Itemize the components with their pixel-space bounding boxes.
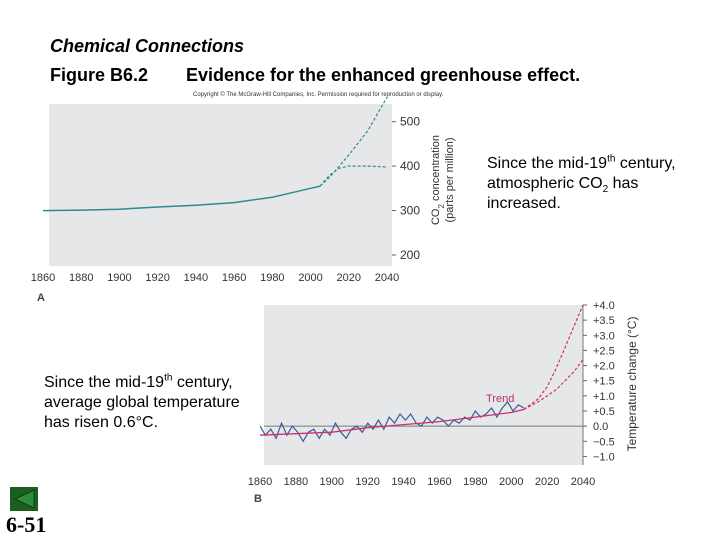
co2-panel-label: A — [37, 292, 45, 304]
temp-x-tick-label: 1880 — [284, 476, 308, 488]
temp-y-axis-label: Temperature change (°C) — [625, 317, 639, 452]
temp-x-tick-label: 2000 — [499, 476, 523, 488]
temp-trend-annotation: Trend — [486, 393, 514, 405]
co2-series-line-0 — [42, 185, 321, 212]
temp-y-tick-label: +3.0 — [593, 330, 615, 342]
co2-x-tick-label: 2040 — [375, 272, 399, 284]
temp-y-tick-label: 0.0 — [593, 421, 608, 433]
temperature-note: Since the mid-19th century, average glob… — [44, 373, 244, 433]
temp-y-tick-label: +1.0 — [593, 391, 615, 403]
co2-series-line-2 — [319, 165, 388, 187]
co2-y-axis-label: CO2 concentration — [430, 135, 446, 225]
co2-y-tick-label: 500 — [400, 115, 420, 129]
co2-plot-area — [49, 104, 392, 266]
temp-note-post: century, average global temperature has … — [44, 374, 240, 431]
co2-note-mid: century, atmospheric CO — [487, 155, 676, 192]
temp-note-sup: th — [164, 372, 173, 384]
co2-y-tick-label: 400 — [400, 159, 420, 173]
temp-x-tick-label: 2040 — [571, 476, 595, 488]
temp-plot-area — [264, 305, 583, 465]
co2-y-tick-label: 300 — [400, 204, 420, 218]
co2-x-tick-label: 1900 — [107, 272, 131, 284]
temp-note-pre: Since the mid-19 — [44, 374, 165, 391]
co2-x-tick-label: 2000 — [298, 272, 322, 284]
back-arrow-icon — [13, 489, 35, 509]
temp-y-tick-label: −1.0 — [593, 451, 615, 463]
temp-x-tick-label: 1980 — [463, 476, 487, 488]
temp-y-tick-label: +4.0 — [593, 300, 615, 312]
temp-x-tick-label: 1860 — [248, 476, 272, 488]
temp-y-tick-label: −0.5 — [593, 436, 615, 448]
temp-x-tick-label: 1940 — [391, 476, 415, 488]
temp-panel-label: B — [254, 493, 262, 505]
temp-x-tick-label: 1960 — [427, 476, 451, 488]
figure-title: Evidence for the enhanced greenhouse eff… — [186, 65, 581, 85]
chapter-title: Chemical Connections — [50, 36, 245, 56]
co2-x-tick-label: 2020 — [337, 272, 361, 284]
figure-label: Figure B6.2 — [50, 65, 149, 85]
temp-x-tick-label: 1920 — [355, 476, 379, 488]
co2-note-post: has increased. — [487, 175, 639, 212]
co2-x-tick-label: 1980 — [260, 272, 284, 284]
temp-y-tick-label: +0.5 — [593, 406, 615, 418]
temp-trend-line — [259, 408, 524, 436]
co2-series-line-1 — [319, 96, 388, 187]
copyright-notice: Copyright © The McGraw-Hill Companies, I… — [193, 92, 444, 98]
co2-x-tick-label: 1940 — [184, 272, 208, 284]
co2-note-sub: 2 — [602, 184, 609, 196]
temp-projection-line-1 — [523, 359, 584, 411]
back-button[interactable] — [10, 487, 38, 511]
temp-x-tick-label: 2020 — [535, 476, 559, 488]
temp-y-tick-label: +2.5 — [593, 345, 615, 357]
co2-y-axis-label-line2: (parts per million) — [444, 138, 456, 223]
temp-x-tick-label: 1900 — [320, 476, 344, 488]
co2-x-tick-label: 1880 — [69, 272, 93, 284]
temp-y-tick-label: +2.0 — [593, 361, 615, 373]
co2-x-tick-label: 1960 — [222, 272, 246, 284]
co2-x-tick-label: 1920 — [145, 272, 169, 284]
co2-note-sup: th — [607, 153, 616, 165]
temp-y-tick-label: +3.5 — [593, 315, 615, 327]
co2-y-tick-label: 200 — [400, 248, 420, 262]
co2-note-pre: Since the mid-19 — [487, 155, 608, 172]
slide-number: 6-51 — [6, 512, 47, 537]
co2-x-tick-label: 1860 — [31, 272, 55, 284]
temp-y-tick-label: +1.5 — [593, 376, 615, 388]
temp-projection-line-0 — [523, 304, 584, 410]
co2-note: Since the mid-19th century, atmospheric … — [487, 154, 712, 214]
